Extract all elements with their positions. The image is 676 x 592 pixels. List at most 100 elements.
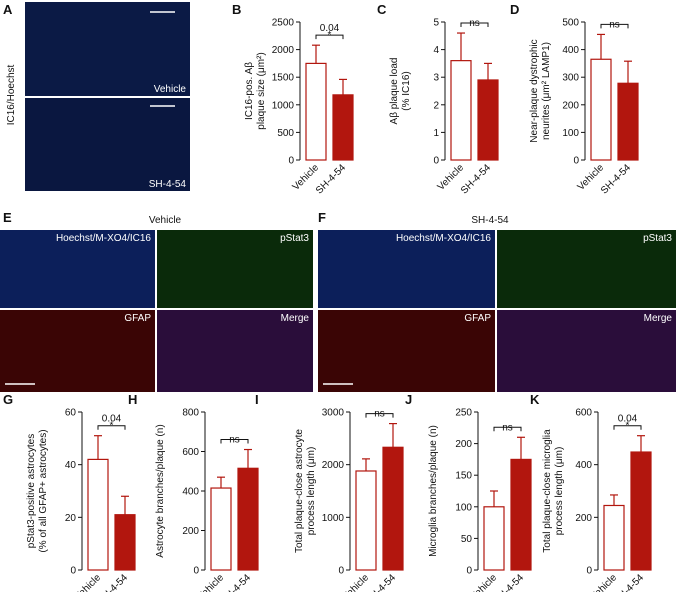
y-tick-label: 40 — [65, 460, 77, 471]
p-value: 0.04 — [618, 414, 638, 425]
image-label: pStat3 — [280, 233, 309, 244]
y-axis-label: (% IC16) — [401, 71, 412, 110]
significance: ns — [609, 19, 620, 30]
significance: * — [328, 30, 332, 41]
micrograph — [157, 230, 313, 308]
micrograph — [25, 98, 190, 191]
y-axis-label: pStat3-positive astrocytes — [26, 434, 37, 549]
y-tick-label: 150 — [455, 471, 472, 482]
significance: ns — [502, 422, 513, 433]
significance-bracket — [493, 426, 522, 432]
y-axis-label: Aβ plaque load — [389, 58, 400, 125]
y-tick-label: 2 — [433, 100, 439, 111]
micrograph — [25, 2, 190, 96]
significance: ns — [469, 18, 480, 29]
y-axis-label: Microglia branches/plaque (n) — [428, 425, 439, 557]
significance-bracket — [315, 34, 344, 40]
y-tick-label: 5 — [433, 18, 439, 29]
significance-bracket — [600, 23, 629, 29]
y-tick-label: 4 — [433, 45, 439, 56]
y-tick-label: 0 — [573, 156, 579, 167]
y-tick-label: 200 — [455, 439, 472, 450]
micrograph — [318, 230, 495, 308]
side-label: IC16/Hoechst — [6, 64, 17, 125]
y-axis-label: process length (μm) — [554, 447, 565, 536]
x-tick-label: Vehicle — [589, 572, 620, 592]
panel-letter: J — [405, 392, 412, 407]
significance-bracket — [613, 425, 642, 430]
y-axis-label: process length (μm) — [306, 447, 317, 536]
panel-letter: A — [3, 2, 13, 17]
y-tick-label: 0 — [193, 566, 199, 577]
y-tick-label: 800 — [182, 408, 199, 419]
image-label: GFAP — [464, 313, 491, 324]
y-tick-label: 2000 — [272, 45, 295, 56]
micrograph — [497, 310, 676, 392]
y-tick-label: 1500 — [272, 73, 295, 84]
x-tick-label: SH-4-54 — [599, 162, 633, 196]
y-tick-label: 600 — [575, 408, 592, 419]
panel-letter: G — [3, 392, 13, 407]
y-axis-label: IC16-pos. Aβ — [244, 62, 255, 120]
micrograph — [497, 230, 676, 308]
p-value: 0.04 — [102, 414, 122, 425]
y-tick-label: 0 — [288, 156, 294, 167]
y-tick-label: 0 — [466, 566, 472, 577]
bar — [332, 94, 354, 161]
panel-title: SH-4-54 — [471, 215, 509, 226]
y-axis-label: Astrocyte branches/plaque (n) — [155, 424, 166, 557]
y-axis-label: neurites (μm² LAMP1) — [541, 42, 552, 140]
significance-bracket — [97, 425, 126, 430]
y-tick-label: 2500 — [272, 18, 295, 29]
y-axis-label: Total plaque-close astrocyte — [294, 429, 305, 553]
bar — [87, 458, 109, 571]
y-tick-label: 200 — [575, 513, 592, 524]
image-label: Merge — [644, 313, 673, 324]
bar — [483, 506, 505, 571]
image-label: GFAP — [124, 313, 151, 324]
bar — [382, 446, 404, 571]
y-tick-label: 600 — [182, 447, 199, 458]
y-tick-label: 50 — [461, 534, 473, 545]
y-tick-label: 0 — [338, 566, 344, 577]
x-tick-label: SH-4-54 — [459, 162, 493, 196]
y-tick-label: 400 — [575, 460, 592, 471]
bar — [114, 514, 136, 571]
y-tick-label: 1 — [433, 128, 439, 139]
significance: * — [110, 421, 114, 432]
y-axis-label: plaque size (μm²) — [256, 52, 267, 129]
y-tick-label: 1000 — [322, 513, 345, 524]
y-tick-label: 400 — [182, 487, 199, 498]
p-value: 0.04 — [320, 23, 340, 34]
bar — [630, 451, 652, 571]
significance-bracket — [220, 439, 249, 444]
y-axis-label: Near-plaque dystrophic — [529, 39, 540, 142]
bar — [450, 60, 472, 161]
image-label: Hoechst/M-XO4/IC16 — [396, 233, 491, 244]
y-tick-label: 20 — [65, 513, 77, 524]
y-tick-label: 200 — [182, 526, 199, 537]
y-tick-label: 500 — [277, 128, 294, 139]
y-tick-label: 3000 — [322, 408, 345, 419]
y-axis-label: (% of all GFAP+ astrocytes) — [38, 429, 49, 552]
panel-title: Vehicle — [149, 215, 182, 226]
y-tick-label: 300 — [562, 73, 579, 84]
image-label: Hoechst/M-XO4/IC16 — [56, 233, 151, 244]
significance-bracket — [460, 22, 489, 28]
micrograph — [318, 310, 495, 392]
image-label: SH-4-54 — [149, 179, 187, 190]
bar — [510, 458, 532, 571]
panel-letter: E — [3, 210, 12, 225]
significance: ns — [374, 409, 385, 420]
panel-letter: D — [510, 2, 519, 17]
x-tick-label: Vehicle — [73, 572, 104, 592]
micrograph — [157, 310, 313, 392]
image-label: Vehicle — [154, 84, 187, 95]
panel-letter: C — [377, 2, 387, 17]
y-tick-label: 200 — [562, 100, 579, 111]
x-tick-label: Vehicle — [469, 572, 500, 592]
panel-letter: B — [232, 2, 241, 17]
y-tick-label: 500 — [562, 18, 579, 29]
significance: * — [626, 421, 630, 432]
